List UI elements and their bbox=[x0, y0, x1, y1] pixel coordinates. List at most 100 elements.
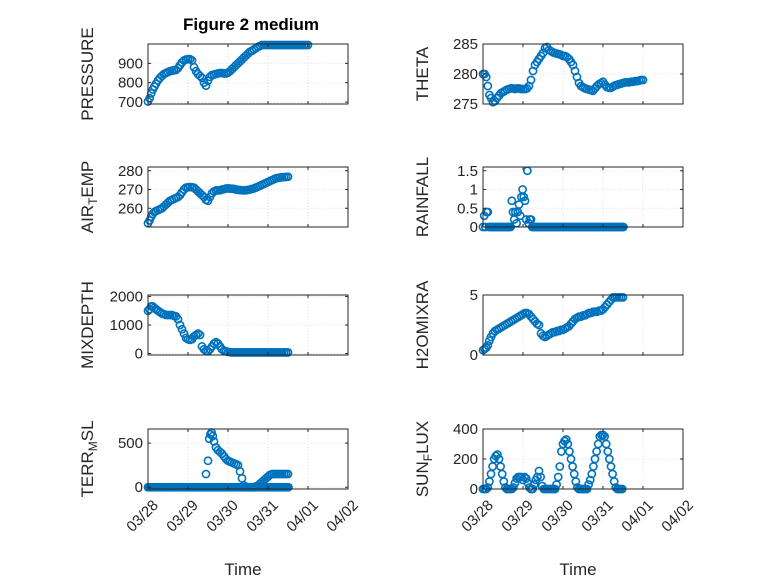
panel-sun-flux-point bbox=[483, 483, 493, 492]
panel-mixdepth-point bbox=[191, 330, 201, 340]
panel-mixdepth-point bbox=[173, 314, 183, 324]
panel-sun-flux-point bbox=[521, 474, 531, 483]
panel-mixdepth-point bbox=[283, 348, 293, 357]
panel-mixdepth-point bbox=[177, 324, 187, 334]
panel-rainfall-point bbox=[507, 196, 517, 206]
panel-h2omixra-point bbox=[534, 320, 544, 330]
figure-title: Figure 2 medium bbox=[183, 15, 319, 34]
panel-sun-flux-ytick-label: 0 bbox=[470, 481, 478, 498]
panel-pressure-ylabel: PRESSURE bbox=[78, 27, 97, 121]
panel-terr-msl-point bbox=[283, 482, 293, 492]
panel-sun-flux-point bbox=[571, 477, 581, 486]
panel-pressure-ytick-label: 900 bbox=[118, 55, 143, 72]
panel-air-temp-plot-area bbox=[148, 167, 348, 227]
panel-theta: 275 280 285 THETA bbox=[413, 36, 684, 113]
panel-rainfall-ytick-label: 1.5 bbox=[457, 163, 478, 180]
panel-air-temp-ytick-label: 260 bbox=[118, 200, 143, 217]
panel-sun-flux-ytick-label: 400 bbox=[453, 421, 478, 438]
panel-mixdepth-ytick-label: 2000 bbox=[110, 288, 143, 305]
panel-air-temp-ytick-label: 280 bbox=[118, 163, 143, 180]
panel-air-temp-axes-box bbox=[147, 166, 349, 228]
panel-terr-msl-plot-area bbox=[148, 429, 348, 489]
panel-pressure-ytick-label: 800 bbox=[118, 75, 143, 92]
panel-sun-flux-point bbox=[553, 472, 563, 482]
panel-h2omixra: 0 5 H2OMIXRA bbox=[413, 280, 684, 369]
panel-h2omixra-ytick-label: 0 bbox=[470, 347, 478, 364]
panel-terr-msl-xlabel: Time bbox=[224, 560, 261, 579]
panel-h2omixra-plot-area bbox=[483, 295, 683, 355]
panel-mixdepth-ytick-label: 0 bbox=[135, 346, 143, 363]
panel-pressure-point bbox=[201, 81, 211, 91]
panel-rainfall-point bbox=[520, 196, 530, 206]
panel-theta-ytick-label: 285 bbox=[453, 36, 478, 53]
panel-sun-flux-point bbox=[561, 435, 571, 444]
panel-h2omixra-ylabel: H2OMIXRA bbox=[413, 280, 432, 369]
panel-theta-ylabel: THETA bbox=[413, 46, 432, 101]
panel-sun-flux-point bbox=[536, 472, 545, 482]
panel-mixdepth-point bbox=[195, 330, 205, 340]
panel-terr-msl-point bbox=[201, 469, 211, 479]
panel-pressure: 700 800 900 PRESSURE bbox=[78, 27, 349, 121]
panel-rainfall-ytick-label: 0 bbox=[470, 219, 478, 236]
panel-rainfall-axes-box bbox=[482, 166, 684, 228]
panel-terr-msl-point bbox=[283, 469, 293, 479]
panel-theta-markers bbox=[478, 42, 648, 107]
panel-air-temp-ylabel: AIRTEMP bbox=[78, 161, 100, 234]
panel-theta-ytick-label: 280 bbox=[453, 66, 478, 83]
panel-mixdepth-point bbox=[175, 320, 185, 330]
panel-rainfall-point bbox=[483, 207, 493, 217]
panel-mixdepth-ylabel: MIXDEPTH bbox=[78, 281, 97, 369]
panel-mixdepth-point bbox=[193, 329, 203, 338]
panel-terr-msl-ytick-label: 0 bbox=[135, 479, 143, 496]
panel-sun-flux-point bbox=[529, 480, 539, 489]
panel-sun-flux-point bbox=[585, 475, 595, 485]
panel-sun-flux-point bbox=[533, 472, 542, 482]
panel-rainfall-point bbox=[514, 200, 524, 209]
panel-terr-msl-ytick-label: 500 bbox=[118, 435, 143, 452]
panel-sun-flux-point bbox=[509, 483, 518, 492]
panel-sun-flux-ylabel: SUNFLUX bbox=[413, 421, 435, 497]
panel-h2omixra-point bbox=[618, 292, 628, 302]
panel-sun-flux-point bbox=[609, 477, 619, 486]
panel-sun-flux-point bbox=[555, 462, 565, 471]
panel-sun-flux-point bbox=[584, 480, 593, 489]
panel-terr-msl-point bbox=[203, 456, 213, 466]
panel-theta-point bbox=[526, 75, 536, 85]
panel-air-temp-point bbox=[283, 172, 293, 182]
panel-rainfall-point bbox=[519, 192, 529, 202]
panel-pressure-ytick-label: 700 bbox=[118, 94, 143, 111]
panel-air-temp-ytick-label: 270 bbox=[118, 182, 143, 199]
panel-theta-point bbox=[638, 75, 648, 85]
panel-pressure-markers bbox=[143, 40, 313, 106]
panel-rainfall-ylabel: RAINFALL bbox=[413, 157, 432, 237]
panel-rainfall-ytick-label: 1 bbox=[470, 182, 478, 199]
panel-sun-flux-point bbox=[499, 477, 509, 486]
panel-h2omixra-point bbox=[483, 340, 493, 350]
panel-terr-msl-markers bbox=[143, 428, 293, 492]
panel-pressure-axes-box bbox=[147, 43, 349, 105]
panel-theta-point bbox=[483, 81, 493, 91]
panel-air-temp-markers bbox=[143, 172, 293, 228]
panel-rainfall-ytick-label: 0.5 bbox=[457, 200, 478, 217]
panel-sun-flux-ytick-label: 200 bbox=[453, 451, 478, 468]
panel-pressure-point bbox=[303, 40, 313, 50]
panel-pressure-point bbox=[195, 71, 205, 81]
panel-h2omixra-ytick-label: 5 bbox=[470, 287, 478, 304]
panel-terr-msl-point bbox=[208, 431, 218, 441]
panel-sun-flux-xlabel: Time bbox=[559, 560, 596, 579]
panel-rainfall-point bbox=[515, 211, 525, 221]
panel-mixdepth-point bbox=[179, 329, 189, 338]
panel-terr-msl-ylabel: TERRMSL bbox=[78, 420, 100, 497]
panel-rainfall: 0 0.51 1.5 RAINFALL bbox=[413, 157, 684, 237]
panel-h2omixra-axes-box bbox=[482, 294, 684, 356]
panel-h2omixra-markers bbox=[478, 292, 628, 355]
panel-mixdepth: 0 1000 2000 MIXDEPTH bbox=[78, 281, 349, 369]
panel-mixdepth-ytick-label: 1000 bbox=[110, 317, 143, 334]
panel-sun-flux-point bbox=[492, 450, 502, 459]
panel-theta-ytick-label: 275 bbox=[453, 96, 478, 113]
panel-sun-flux-point bbox=[534, 466, 544, 476]
panel-terr-msl-axes-box bbox=[147, 428, 349, 490]
